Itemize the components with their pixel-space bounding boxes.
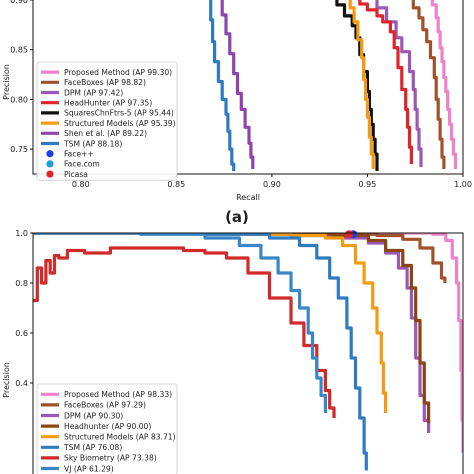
a-series-line-3 bbox=[358, 0, 413, 165]
b-legend-label-1: FaceBoxes (AP 97.29) bbox=[64, 401, 146, 410]
a-legend-label-6: Shen et al. (AP 89.22) bbox=[64, 129, 147, 138]
a-xtick-label-0: 0.80 bbox=[72, 180, 90, 189]
panel-a-xlabel: Recall bbox=[236, 193, 260, 202]
a-legend-frame bbox=[36, 61, 178, 181]
a-series-line-7 bbox=[209, 0, 236, 171]
b-series-line-7 bbox=[33, 233, 327, 413]
a-legend-label-1: FaceBoxes (AP 98.82) bbox=[64, 78, 146, 87]
b-legend-label-3: Headhunter (AP 90.00) bbox=[64, 422, 151, 431]
a-series-line-1 bbox=[411, 0, 446, 169]
a-legend-label-5: Structured Models (AP 95.39) bbox=[64, 119, 176, 128]
a-legend-label-8: Face++ bbox=[64, 150, 94, 159]
a-legend-label-9: Face.com bbox=[64, 160, 100, 169]
panel-b-series bbox=[33, 230, 463, 471]
a-series-line-6 bbox=[220, 0, 255, 169]
a-series-line-0 bbox=[430, 0, 457, 169]
a-series-line-5 bbox=[348, 0, 375, 169]
panel-b-axes-frame bbox=[32, 232, 464, 474]
b-ytick-label-0: 0.4 bbox=[15, 379, 28, 388]
a-xtick-label-3: 0.95 bbox=[359, 180, 377, 189]
a-legend-label-7: TSM (AP 88.18) bbox=[63, 139, 122, 148]
a-legend-swatch-10 bbox=[46, 170, 54, 178]
b-marker-point-1 bbox=[345, 230, 354, 239]
b-legend-label-2: DPM (AP 90.30) bbox=[64, 411, 123, 420]
panel-a-ylabel: Precision bbox=[2, 64, 11, 100]
b-legend-label-5: TSM (AP 76.08) bbox=[63, 443, 122, 452]
panel-b-ylabel: Precision bbox=[2, 362, 11, 398]
b-ytick-label-1: 0.6 bbox=[15, 329, 28, 338]
b-legend-label-6: Sky Biometry (AP 73.38) bbox=[64, 454, 157, 463]
a-ytick-label-0: 0.75 bbox=[10, 145, 28, 154]
b-ytick-label-3: 1.0 bbox=[15, 229, 28, 238]
a-xtick-label-1: 0.85 bbox=[167, 180, 185, 189]
a-legend-label-0: Proposed Method (AP 99.30) bbox=[64, 68, 172, 77]
b-series-line-0 bbox=[33, 233, 463, 453]
a-legend-label-3: HeadHunter (AP 97.35) bbox=[64, 99, 152, 108]
b-legend-label-0: Proposed Method (AP 98.33) bbox=[64, 390, 172, 399]
panel-b-legend: Proposed Method (AP 98.33) FaceBoxes (AP … bbox=[36, 383, 178, 474]
panel-b-ticks: 0.4 0.6 0.8 1.0 bbox=[15, 229, 33, 388]
panel-a-caption: (a) bbox=[225, 208, 249, 226]
b-series-line-5 bbox=[33, 233, 368, 471]
a-legend-label-2: DPM (AP 97.42) bbox=[64, 88, 123, 97]
b-legend-frame bbox=[36, 383, 178, 474]
a-xtick-label-4: 1.00 bbox=[454, 180, 472, 189]
a-legend-swatch-8 bbox=[46, 150, 54, 158]
panel-b-chart: 0.4 0.6 0.8 1.0 Precision Proposed Method (… bbox=[2, 229, 464, 474]
b-series-line-3 bbox=[33, 233, 431, 423]
a-ytick-label-3: 0.90 bbox=[10, 0, 28, 5]
a-legend-label-4: SquaresChnFtrs-5 (AP 95.44) bbox=[64, 109, 174, 118]
b-series-line-4 bbox=[33, 233, 388, 413]
a-legend-label-10: Picasa bbox=[64, 170, 88, 179]
b-legend-label-4: Structured Models (AP 83.71) bbox=[64, 433, 176, 442]
a-xtick-label-2: 0.90 bbox=[263, 180, 281, 189]
panel-a-legend: Proposed Method (AP 99.30)FaceBoxes (AP … bbox=[36, 61, 178, 181]
a-legend-swatch-9 bbox=[46, 160, 54, 168]
b-series-line-6 bbox=[33, 246, 336, 418]
panel-a-chart: 0.75 0.80 0.85 0.90 0.80 0.85 0.90 0.95 1.00 Pre… bbox=[2, 0, 472, 202]
a-series-line-2 bbox=[375, 0, 423, 167]
panel-a-series bbox=[209, 0, 457, 171]
a-ytick-label-1: 0.80 bbox=[10, 95, 28, 104]
a-ytick-label-2: 0.85 bbox=[10, 46, 28, 55]
b-legend-label-7: VJ (AP 61.29) bbox=[64, 464, 114, 473]
b-ytick-label-2: 0.8 bbox=[15, 279, 28, 288]
panel-a-axes-frame bbox=[32, 0, 464, 175]
